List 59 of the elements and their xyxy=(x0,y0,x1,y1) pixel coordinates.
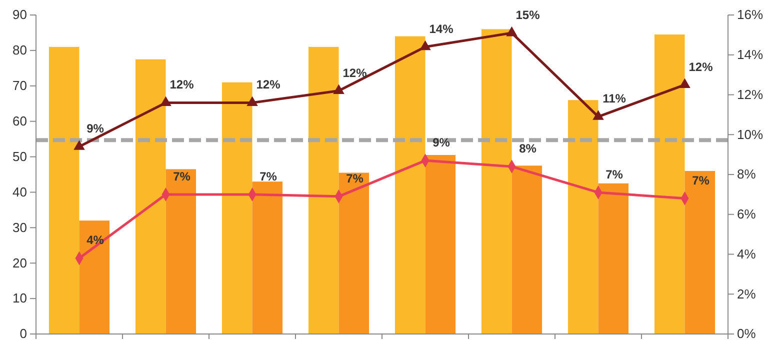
y2-tick-label: 10% xyxy=(737,126,764,142)
bar xyxy=(684,170,716,334)
y-tick-label: 90 xyxy=(12,7,27,22)
y2-tick-label: 12% xyxy=(737,86,764,102)
point xyxy=(160,96,172,106)
bar xyxy=(598,183,629,334)
point xyxy=(333,84,344,94)
y2-tick-label: 6% xyxy=(737,206,756,222)
bar xyxy=(425,155,456,334)
data-label: 15% xyxy=(516,8,540,22)
y2-tick-label: 8% xyxy=(737,166,756,182)
point xyxy=(592,110,604,120)
y2-tick-label: 2% xyxy=(737,286,756,302)
y2-tick-label: 0% xyxy=(737,326,756,342)
y-tick-label: 0 xyxy=(20,326,27,342)
y2-tick-label: 14% xyxy=(737,47,764,62)
y2-tick-label: 16% xyxy=(737,7,764,22)
bar xyxy=(252,182,283,334)
data-label: 4% xyxy=(86,233,104,248)
data-label: 7% xyxy=(692,173,710,188)
point xyxy=(246,96,258,106)
bar xyxy=(338,172,370,334)
data-label: 12% xyxy=(688,60,714,74)
bar xyxy=(512,166,542,334)
data-label: 12% xyxy=(342,66,368,80)
y-tick-label: 50 xyxy=(12,148,27,164)
bar xyxy=(568,100,598,334)
data-label: 11% xyxy=(602,92,626,106)
data-label: 7% xyxy=(346,171,364,186)
y-tick-label: 80 xyxy=(12,42,27,58)
bar xyxy=(394,36,426,334)
y2-tick-label: 4% xyxy=(737,246,756,262)
data-label: 7% xyxy=(606,167,624,182)
y-tick-label: 70 xyxy=(12,78,27,94)
bar xyxy=(48,46,80,334)
point xyxy=(74,140,85,150)
bar xyxy=(79,220,110,334)
data-label: 14% xyxy=(429,22,454,36)
y-tick-label: 20 xyxy=(12,255,27,270)
data-label: 7% xyxy=(260,169,278,184)
bar xyxy=(166,169,196,334)
y-tick-label: 30 xyxy=(12,220,27,235)
point xyxy=(506,26,518,36)
bar xyxy=(481,29,512,334)
data-label: 9% xyxy=(432,136,450,150)
data-label: 7% xyxy=(173,169,191,184)
data-label: 12% xyxy=(256,78,281,92)
y-tick-label: 40 xyxy=(12,184,27,200)
bar xyxy=(135,59,166,334)
data-label: 12% xyxy=(170,78,194,92)
bar xyxy=(654,34,685,334)
data-label: 8% xyxy=(519,142,537,156)
bar xyxy=(222,82,252,334)
data-label: 9% xyxy=(86,122,104,136)
point xyxy=(420,40,431,50)
y-tick-label: 10 xyxy=(12,290,27,306)
y-tick-label: 60 xyxy=(12,113,27,128)
bar xyxy=(308,46,339,334)
point xyxy=(679,78,690,88)
